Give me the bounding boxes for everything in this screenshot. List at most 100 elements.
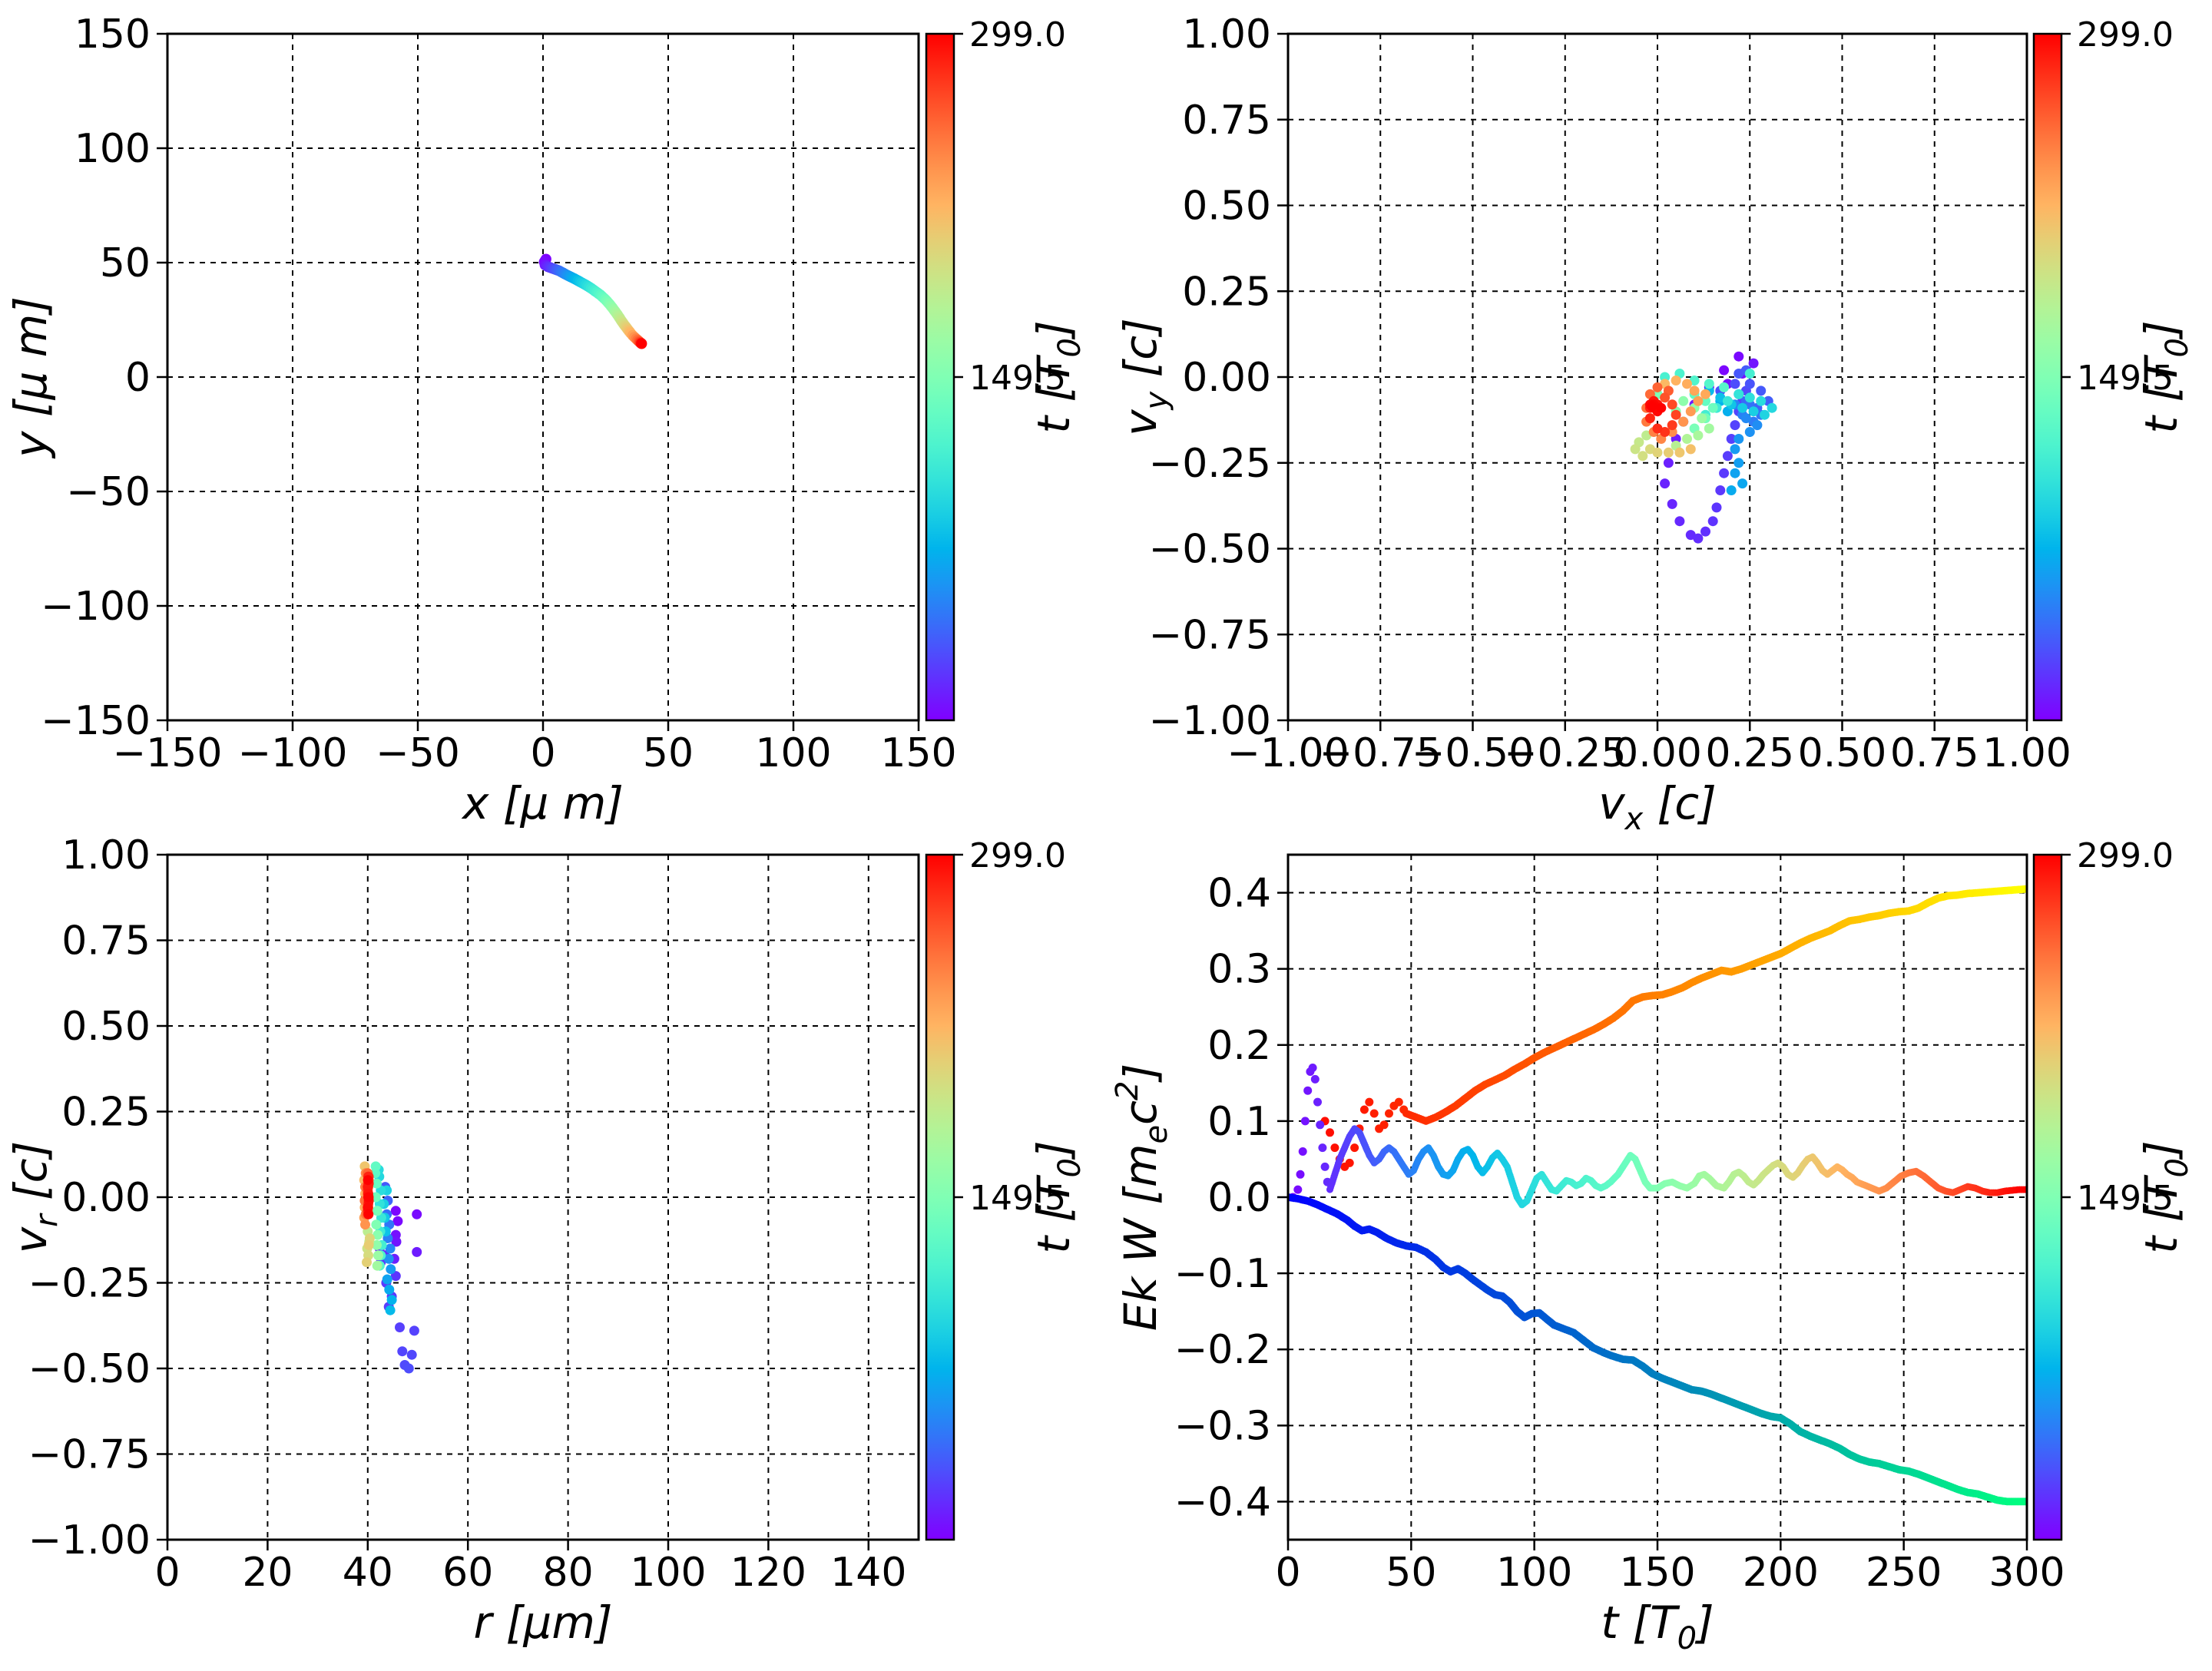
y-tick-label: 0.75 [1182, 98, 1271, 144]
x-tick-label: 100 [755, 730, 831, 776]
x-tick-label: 60 [442, 1550, 493, 1596]
grid-lines [1287, 855, 2028, 1540]
x-tick-label: 300 [1988, 1550, 2065, 1596]
y-axis-label: vr [c] [5, 1141, 65, 1253]
y-tick-label: 0 [125, 355, 151, 401]
x-tick-label: −0.25 [1504, 730, 1626, 776]
x-tick-label: 50 [643, 730, 694, 776]
y-tick-label: −0.3 [1174, 1403, 1271, 1449]
y-axis-label: vy [c] [1114, 318, 1174, 436]
series-losing-particle [1288, 1193, 2027, 1506]
y-tick-label: −0.1 [1174, 1251, 1271, 1297]
x-tick-label: 120 [730, 1550, 806, 1596]
y-tick-label: 0.3 [1207, 947, 1271, 993]
y-tick-label: 0.00 [61, 1175, 151, 1221]
y-tick-label: 1.00 [61, 832, 151, 879]
x-tick-label: 150 [880, 730, 956, 776]
x-tick-label: 140 [830, 1550, 906, 1596]
y-tick-label: −100 [41, 584, 151, 630]
y-axis-label: y [μ m] [5, 296, 57, 459]
x-tick-label: 150 [1619, 1550, 1695, 1596]
x-axis-label: vx [c] [1598, 777, 1717, 837]
x-tick-label: 0 [530, 730, 555, 776]
colorbar-label: t [T0] [2135, 320, 2195, 433]
series-oscillating-particle-start-dots [1288, 1064, 1332, 1202]
colorbar-tick-label: 149.5 [969, 359, 1066, 398]
x-tick-label: −150 [113, 730, 223, 776]
colorbar-tick-label: 149.5 [2077, 1179, 2174, 1218]
colorbar-label: t [T0] [1028, 1140, 1088, 1253]
y-tick-label: −50 [66, 469, 151, 515]
x-tick-label: 0.25 [1705, 730, 1794, 776]
data-series [1630, 351, 1777, 544]
tick-marks [157, 32, 920, 731]
tick-labels: 0 20 40 60 80 100 120 140 1.00 0.75 0.50 0.25 0.00 −0… [28, 832, 907, 1596]
y-tick-label: 0.4 [1207, 871, 1271, 917]
y-tick-label: 150 [75, 12, 151, 58]
colorbar-tick-label: 299.0 [969, 15, 1066, 55]
x-tick-label: 250 [1866, 1550, 1942, 1596]
tick-labels: −150 −100 −50 0 50 100 150 150 100 50 0 −50 −100 −150 [41, 12, 956, 776]
y-tick-label: −0.75 [1149, 612, 1271, 658]
colorbar-label: t [T0] [2135, 1140, 2195, 1253]
x-tick-label: 200 [1743, 1550, 1819, 1596]
y-tick-label: 0.75 [61, 918, 151, 965]
x-tick-label: −50 [376, 730, 460, 776]
y-tick-label: 0.00 [1182, 355, 1271, 401]
x-tick-label: −0.50 [1412, 730, 1534, 776]
data-series [359, 1161, 422, 1374]
tick-marks [1277, 32, 2028, 731]
x-tick-label: 100 [630, 1550, 706, 1596]
tick-marks [1277, 892, 2028, 1550]
x-tick-label: −100 [238, 730, 348, 776]
x-axis-label: t [T0] [1601, 1597, 1714, 1656]
colorbar: 299.0 149.5t [T0] [925, 836, 1088, 1541]
y-axis-label: Ek W [mec2] [1110, 1064, 1174, 1331]
colorbar-gradient [925, 853, 955, 1541]
x-tick-label: 40 [343, 1550, 393, 1596]
x-tick-label: 0 [154, 1550, 180, 1596]
data-series [538, 253, 647, 349]
series-gaining-particle [1402, 885, 2027, 1125]
y-tick-label: −1.00 [1149, 698, 1271, 744]
tick-labels: 0 50 100 150 200 250 300 0.4 0.3 0.2 0.1 0.0 −0.1 −0.… [1174, 871, 2065, 1596]
colorbar-tick-label: 299.0 [969, 836, 1066, 875]
series-vr-scatter [359, 1161, 422, 1374]
colorbar-tick-label: 299.0 [2077, 15, 2174, 55]
y-tick-label: 50 [100, 240, 151, 286]
x-tick-label: 50 [1386, 1550, 1436, 1596]
y-tick-label: 0.1 [1207, 1099, 1271, 1145]
tick-marks [157, 853, 870, 1550]
series-gaining-particle-start-dots [1320, 1097, 1409, 1171]
y-tick-label: 0.25 [61, 1090, 151, 1136]
y-tick-label: −0.50 [28, 1346, 151, 1392]
y-tick-label: −0.25 [1149, 441, 1271, 487]
colorbar: 299.0 149.5t [T0] [925, 15, 1088, 722]
y-tick-label: −0.4 [1174, 1479, 1271, 1525]
colorbar-tick-label: 149.5 [2077, 359, 2174, 398]
y-tick-label: 0.2 [1207, 1023, 1271, 1069]
y-tick-label: 1.00 [1182, 12, 1271, 58]
x-axis-label: x [μ m] [461, 777, 624, 829]
colorbar-tick-label: 299.0 [2077, 836, 2174, 875]
x-tick-label: 0.75 [1890, 730, 1979, 776]
x-tick-label: −0.75 [1320, 730, 1442, 776]
y-tick-label: −1.00 [28, 1517, 151, 1563]
tick-labels: −1.00−0.75−0.50−0.250.00 0.25 0.50 0.75 1.00… [1149, 12, 2071, 776]
y-tick-label: 0.50 [61, 1004, 151, 1050]
y-tick-label: −0.50 [1149, 527, 1271, 573]
colorbar-gradient [2032, 853, 2063, 1541]
colorbar-tick-label: 149.5 [969, 1179, 1066, 1218]
x-tick-label: 100 [1496, 1550, 1572, 1596]
x-tick-label: 0 [1275, 1550, 1300, 1596]
x-tick-label: 1.00 [1982, 730, 2071, 776]
x-tick-label: −1.00 [1227, 730, 1349, 776]
